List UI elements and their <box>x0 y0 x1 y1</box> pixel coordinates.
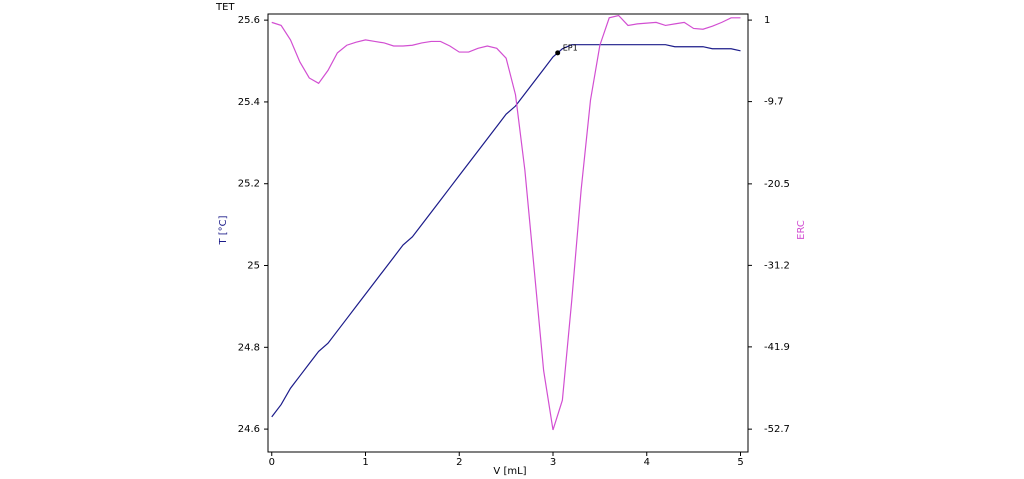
y-tick-label: 25.2 <box>238 179 260 190</box>
y2-axis-label: ERC <box>796 220 807 240</box>
x-axis-label: V [mL] <box>493 466 526 477</box>
series-line <box>271 14 741 431</box>
chart-title: TET <box>215 2 235 13</box>
plot-frame <box>267 13 749 453</box>
series-line <box>271 44 741 418</box>
y2-tick-label: -9.7 <box>764 97 784 108</box>
y-tick-label: 25.6 <box>238 15 260 26</box>
x-tick-label: 0 <box>269 457 275 468</box>
y2-tick-label: -20.5 <box>764 179 790 190</box>
y-tick-label: 25 <box>247 261 260 272</box>
x-tick-label: 2 <box>456 457 462 468</box>
y-axis-label: T [°C] <box>218 215 229 245</box>
chart-panel <box>212 0 812 479</box>
x-tick-label: 3 <box>550 457 556 468</box>
endpoint-label: EP1 <box>563 43 578 52</box>
y-tick-label: 24.6 <box>238 424 260 435</box>
y-tick-label: 24.8 <box>238 342 260 353</box>
endpoint-marker <box>555 50 561 56</box>
x-tick-label: 1 <box>362 457 368 468</box>
y2-tick-label: -41.9 <box>764 342 790 353</box>
x-tick-label: 5 <box>737 457 743 468</box>
y-tick-label: 25.4 <box>238 97 260 108</box>
x-tick-label: 4 <box>644 457 650 468</box>
y2-tick-label: -31.2 <box>764 260 790 271</box>
y2-tick-label: -52.7 <box>764 424 790 435</box>
y2-tick-label: 1 <box>764 15 770 26</box>
